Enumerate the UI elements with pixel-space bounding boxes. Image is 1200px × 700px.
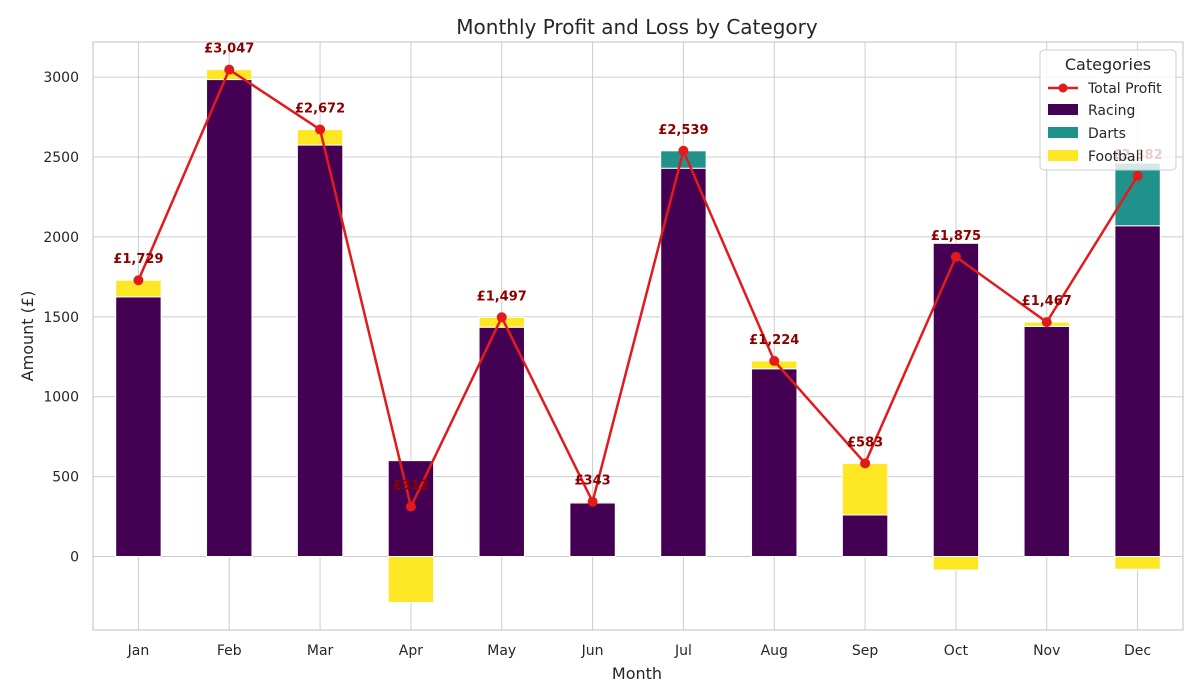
legend: Categories Total Profit Racing Darts Footbal… bbox=[1039, 49, 1177, 171]
total-profit-point-mar bbox=[315, 124, 326, 135]
x-tick-label-mar: Mar bbox=[307, 643, 334, 659]
legend-racing-swatch bbox=[1048, 104, 1078, 115]
chart-title: Monthly Profit and Loss by Category bbox=[456, 15, 818, 39]
data-label-nov: £1,467 bbox=[1022, 294, 1072, 309]
total-profit-point-aug bbox=[769, 355, 780, 366]
total-profit-point-oct bbox=[950, 251, 961, 262]
bars bbox=[115, 69, 1161, 604]
plot-frame bbox=[92, 41, 1184, 631]
x-tick-label-aug: Aug bbox=[761, 643, 788, 659]
x-axis-label: Month bbox=[612, 664, 662, 683]
bar-racing-jan bbox=[115, 296, 162, 557]
legend-total-profit-marker bbox=[1058, 83, 1068, 93]
data-label-jun: £343 bbox=[574, 474, 610, 489]
total-profit-line-layer bbox=[133, 64, 1143, 512]
total-profit-line bbox=[137, 68, 1139, 508]
data-label-feb: £3,047 bbox=[204, 42, 254, 57]
bar-racing-nov bbox=[1023, 325, 1070, 558]
total-profit-point-apr bbox=[405, 501, 416, 512]
bar-football-oct bbox=[932, 556, 980, 571]
bar-racing-dec bbox=[1114, 225, 1161, 557]
x-tick-label-jun: Jun bbox=[581, 643, 604, 659]
y-tick-label: 2500 bbox=[43, 150, 79, 166]
y-tick-label: 500 bbox=[52, 470, 79, 486]
legend-total-profit-label: Total Profit bbox=[1087, 81, 1162, 97]
bar-football-dec bbox=[1114, 556, 1161, 570]
bar-racing-sep bbox=[841, 514, 889, 558]
legend-box bbox=[1039, 49, 1177, 171]
data-label-apr: £312 bbox=[393, 479, 429, 494]
legend-darts-swatch bbox=[1048, 127, 1078, 138]
legend-darts-label: Darts bbox=[1088, 126, 1126, 142]
bar-racing-feb bbox=[206, 79, 253, 557]
plot-background bbox=[93, 42, 1183, 630]
data-label-sep: £583 bbox=[847, 435, 883, 450]
x-tick-label-jan: Jan bbox=[127, 643, 150, 659]
total-profit-point-nov bbox=[1041, 317, 1052, 328]
bar-football-apr bbox=[387, 556, 435, 604]
data-label-oct: £1,875 bbox=[931, 229, 981, 244]
bar-racing-oct bbox=[932, 242, 980, 557]
y-tick-label: 3000 bbox=[43, 70, 79, 86]
y-tick-label: 2000 bbox=[43, 230, 79, 246]
x-tick-label-oct: Oct bbox=[944, 643, 969, 659]
bar-football-sep bbox=[841, 462, 889, 516]
data-label-jan: £1,729 bbox=[113, 252, 163, 267]
total-profit-point-feb bbox=[224, 64, 235, 75]
y-tick-label: 1500 bbox=[43, 310, 79, 326]
bar-racing-jul bbox=[660, 167, 707, 557]
axes: 0 500 1000 1500 2000 2500 3000 Jan Feb Mar Apr May J… bbox=[43, 41, 1184, 659]
total-profit-point-sep bbox=[860, 458, 871, 469]
bar-racing-mar bbox=[296, 144, 344, 557]
x-tick-label-feb: Feb bbox=[217, 643, 242, 659]
data-label-mar: £2,672 bbox=[295, 102, 345, 117]
total-profit-point-jul bbox=[678, 145, 689, 156]
x-tick-label-dec: Dec bbox=[1124, 643, 1151, 659]
data-label-aug: £1,224 bbox=[749, 333, 799, 348]
y-axis-label: Amount (£) bbox=[18, 291, 37, 382]
x-tick-label-may: May bbox=[487, 643, 516, 659]
x-tick-label-apr: Apr bbox=[399, 643, 423, 659]
x-tick-label-nov: Nov bbox=[1033, 643, 1060, 659]
plot-area bbox=[93, 42, 1183, 630]
legend-football-swatch bbox=[1048, 150, 1078, 161]
bar-racing-jun bbox=[569, 502, 616, 558]
data-label-jul: £2,539 bbox=[658, 123, 708, 138]
legend-football-label: Football bbox=[1088, 149, 1143, 165]
x-tick-label-sep: Sep bbox=[852, 643, 879, 659]
data-label-may: £1,497 bbox=[477, 289, 527, 304]
y-tick-label: 1000 bbox=[43, 390, 79, 406]
total-profit-point-jan bbox=[133, 275, 144, 286]
total-profit-point-jun bbox=[587, 496, 598, 507]
bar-racing-aug bbox=[751, 368, 798, 557]
total-profit-point-dec bbox=[1132, 170, 1143, 181]
x-tick-label-jul: Jul bbox=[674, 643, 692, 659]
legend-racing-label: Racing bbox=[1088, 103, 1135, 119]
bar-racing-may bbox=[478, 326, 525, 557]
total-profit-point-may bbox=[496, 312, 507, 323]
y-tick-label: 0 bbox=[70, 550, 79, 566]
legend-title: Categories bbox=[1065, 55, 1151, 74]
